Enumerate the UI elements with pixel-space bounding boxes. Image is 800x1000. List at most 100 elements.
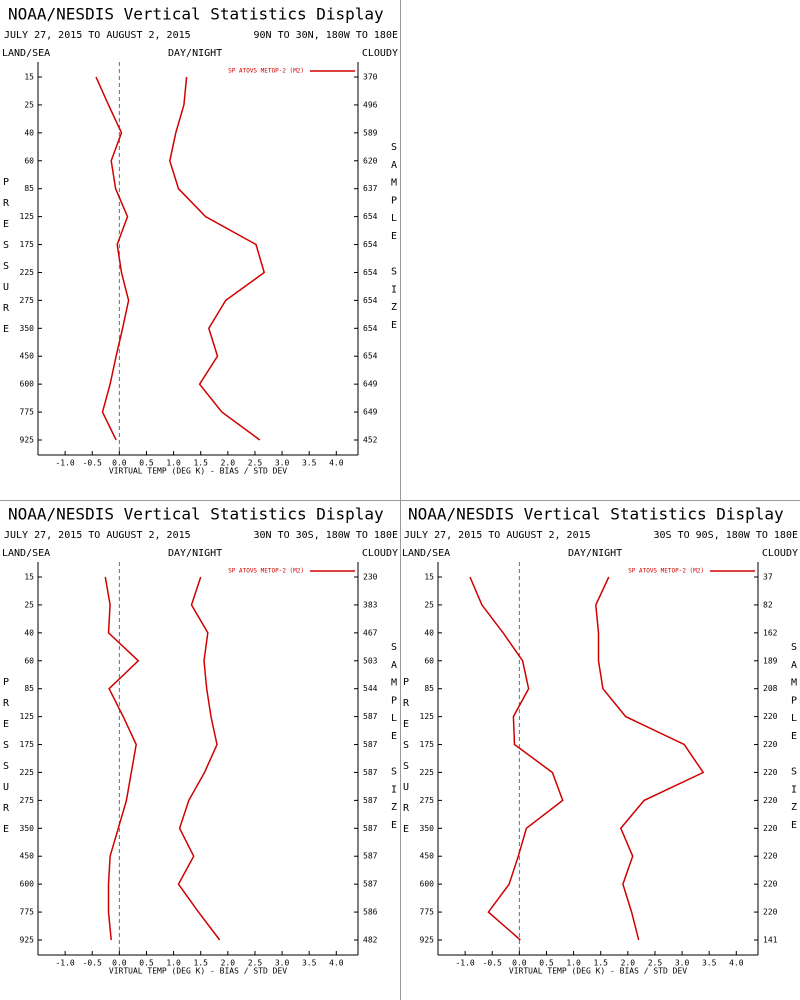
- profile-line: [595, 576, 705, 941]
- sample-size-label: 220: [763, 740, 778, 749]
- sample-size-label: 220: [763, 712, 778, 721]
- day-night-label: DAY/NIGHT: [168, 548, 222, 559]
- x-tick-label: 3.5: [302, 459, 317, 468]
- pressure-label: 775: [20, 908, 35, 917]
- pressure-label: 15: [24, 73, 34, 82]
- pressure-label: 175: [420, 740, 435, 749]
- sample-size-label: 220: [763, 796, 778, 805]
- sample-size-label: 220: [763, 768, 778, 777]
- x-tick-label: 0.5: [539, 959, 554, 968]
- pressure-label: 60: [24, 656, 34, 665]
- x-tick-label: 3.5: [702, 959, 717, 968]
- sample-size-label: 620: [363, 156, 378, 165]
- sample-size-label: 162: [763, 628, 778, 637]
- cloudy-label: CLOUDY: [362, 48, 398, 59]
- sample-size-label: 452: [363, 436, 378, 445]
- pressure-label: 275: [20, 796, 35, 805]
- sample-size-label: 208: [763, 684, 778, 693]
- region: 30N TO 30S, 180W TO 180E: [254, 530, 399, 541]
- x-tick-label: 2.0: [221, 959, 236, 968]
- sample-size-label: 587: [363, 852, 378, 861]
- pressure-label: 125: [20, 212, 35, 221]
- x-tick-label: 2.5: [248, 459, 263, 468]
- x-tick-label: -1.0: [455, 959, 474, 968]
- sample-size-label: 220: [763, 852, 778, 861]
- sample-size-label: 220: [763, 880, 778, 889]
- x-tick-label: 1.5: [593, 959, 608, 968]
- period: JULY 27, 2015 TO AUGUST 2, 2015: [4, 530, 191, 541]
- pressure-label: 450: [420, 852, 435, 861]
- x-tick-label: -0.5: [483, 959, 502, 968]
- pressure-label: 85: [24, 184, 34, 193]
- sample-size-label: 587: [363, 824, 378, 833]
- pressure-label: 125: [20, 712, 35, 721]
- sample-size-label: 37: [763, 573, 773, 582]
- x-tick-label: -0.5: [83, 459, 102, 468]
- profile-line: [469, 576, 564, 941]
- land-sea-label: LAND/SEA: [402, 548, 450, 559]
- pressure-label: 275: [420, 796, 435, 805]
- pressure-label: 600: [420, 880, 435, 889]
- x-tick-label: 1.0: [566, 959, 581, 968]
- pressure-label: 925: [420, 936, 435, 945]
- period: JULY 27, 2015 TO AUGUST 2, 2015: [4, 30, 191, 41]
- pressure-label: 775: [20, 408, 35, 417]
- sample-size-label: 230: [363, 573, 378, 582]
- x-tick-label: 0.5: [139, 959, 154, 968]
- pressure-label: 25: [424, 600, 434, 609]
- x-tick-label: 2.5: [248, 959, 263, 968]
- x-tick-label: 3.5: [302, 959, 317, 968]
- x-tick-label: 2.0: [621, 959, 636, 968]
- profile-line: [95, 76, 130, 441]
- x-tick-label: 3.0: [275, 959, 290, 968]
- day-night-label: DAY/NIGHT: [168, 48, 222, 59]
- sample-size-label: 503: [363, 656, 378, 665]
- profile-line: [169, 76, 266, 441]
- x-axis-label: VIRTUAL TEMP (DEG K) - BIAS / STD DEV: [109, 967, 287, 976]
- x-axis-label: VIRTUAL TEMP (DEG K) - BIAS / STD DEV: [109, 467, 287, 476]
- pressure-label: 350: [20, 824, 35, 833]
- panel-title: NOAA/NESDIS Vertical Statistics Display: [408, 505, 784, 524]
- sample-size-label: 654: [363, 212, 378, 221]
- sample-size-label: 587: [363, 796, 378, 805]
- pressure-label: 600: [20, 380, 35, 389]
- sample-size-label: 649: [363, 380, 378, 389]
- pressure-label: 25: [24, 600, 34, 609]
- sample-size-label: 654: [363, 296, 378, 305]
- sample-size-label: 496: [363, 100, 378, 109]
- pressure-label: 60: [424, 656, 434, 665]
- pressure-label: 15: [24, 573, 34, 582]
- pressure-label: 775: [420, 908, 435, 917]
- sample-size-label: 654: [363, 240, 378, 249]
- sample-size-label: 654: [363, 352, 378, 361]
- legend-label: SP ATOVS METOP-2 (M2): [228, 568, 304, 575]
- pressure-label: 225: [20, 268, 35, 277]
- sample-size-label: 383: [363, 600, 378, 609]
- x-tick-label: 1.0: [166, 459, 181, 468]
- sample-size-label: 587: [363, 712, 378, 721]
- pressure-label: 225: [420, 768, 435, 777]
- pressure-label: 25: [24, 100, 34, 109]
- sample-size-label: 587: [363, 740, 378, 749]
- period: JULY 27, 2015 TO AUGUST 2, 2015: [404, 530, 591, 541]
- sample-size-label: 637: [363, 184, 378, 193]
- land-sea-label: LAND/SEA: [2, 548, 50, 559]
- pressure-label: 15: [424, 573, 434, 582]
- panel-title: NOAA/NESDIS Vertical Statistics Display: [8, 505, 384, 524]
- pressure-label: 85: [24, 684, 34, 693]
- pressure-label: 175: [20, 740, 35, 749]
- sample-size-label: 654: [363, 268, 378, 277]
- sample-size-label: 189: [763, 656, 778, 665]
- x-tick-label: 0.0: [112, 459, 127, 468]
- pressure-label: 600: [20, 880, 35, 889]
- pressure-label: 225: [20, 768, 35, 777]
- sample-size-label: 220: [763, 824, 778, 833]
- sample-size-label: 141: [763, 936, 778, 945]
- sample-size-label: 587: [363, 768, 378, 777]
